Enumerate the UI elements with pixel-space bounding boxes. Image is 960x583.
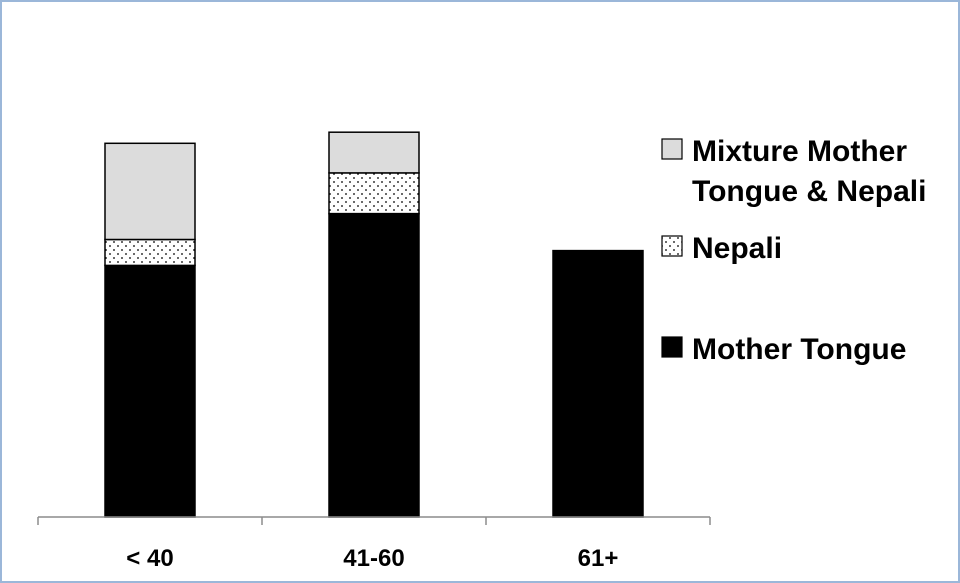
x-tick-label-41-60: 41-60 — [343, 545, 404, 572]
legend-label-nepali: Nepali — [692, 232, 782, 265]
x-tick-label-61: 61+ — [578, 545, 619, 572]
bar-40-mother-tongue — [104, 264, 196, 518]
bar-40-mixture-mother-tongue-nepali — [104, 142, 196, 241]
bar-40-nepali — [104, 238, 196, 267]
legend-swatch-nepali — [661, 235, 683, 257]
x-axis: < 40 41-60 61+ — [37, 516, 711, 572]
legend-swatch-mixture-mother-tongue-nepali — [661, 138, 683, 160]
x-tick-label-40: < 40 — [126, 545, 173, 572]
legend: Mixture Mother Tongue & Nepali Nepali Mothe… — [661, 135, 926, 366]
legend-label-mother-tongue: Mother Tongue — [692, 333, 906, 366]
bar-41-60-nepali — [328, 172, 420, 215]
bar-41-60-mixture-mother-tongue-nepali — [328, 131, 420, 174]
legend-swatch-mother-tongue — [661, 336, 683, 358]
legend-label-mixture-mother-tongue-nepali: Mixture Mother Tongue & Nepali — [692, 135, 926, 208]
bars-layer — [104, 131, 644, 518]
bar-61-mother-tongue — [552, 249, 644, 518]
bar-41-60-mother-tongue — [328, 212, 420, 518]
